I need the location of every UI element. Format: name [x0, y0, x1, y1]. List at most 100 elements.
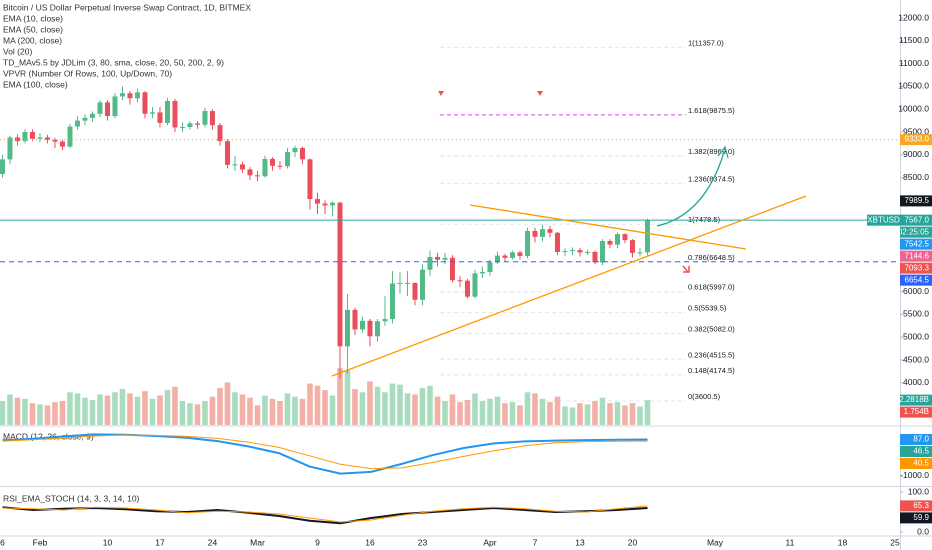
volume-bar: [134, 396, 141, 425]
indicator-label: EMA (50, close): [3, 24, 63, 34]
volume-bar: [209, 396, 216, 425]
volume-bar: [307, 383, 313, 425]
candle-body: [577, 250, 583, 253]
x-tick-label: 11: [786, 537, 795, 547]
countdown: 02:25:05: [898, 227, 930, 236]
fib-label: 1.382(8969.0): [688, 147, 735, 156]
volume-bar: [479, 401, 486, 425]
candle-body: [554, 232, 560, 252]
candle-body: [292, 147, 298, 153]
volume-bar: [539, 398, 546, 425]
volume-bar: [374, 386, 381, 425]
symbol-tag-label: XBTUSD: [867, 215, 900, 224]
y-tick-label: 12000.0: [898, 12, 929, 22]
fib-label: 0.382(5082.0): [688, 324, 735, 333]
price-badge: [900, 195, 932, 207]
x-tick-label: 24: [208, 537, 218, 547]
fib-label: 0(3600.5): [688, 392, 721, 401]
candle-body: [269, 158, 275, 166]
indicator-line: [2, 433, 648, 475]
candle-body: [262, 158, 268, 177]
symbol-tag: [867, 214, 900, 226]
volume-bar: [52, 402, 58, 425]
y-tick-label: 10500.0: [898, 81, 929, 91]
y-tick-label: 11000.0: [899, 58, 929, 68]
candle-body: [59, 141, 65, 147]
candle-body: [82, 117, 88, 121]
x-tick-label: 9: [315, 537, 320, 547]
indicator-label: Vol (20): [3, 46, 32, 56]
volume-bar: [14, 397, 21, 425]
fib-label: 1.618(9875.5): [688, 106, 735, 115]
x-tick-label: Feb: [33, 537, 48, 547]
candle-body: [157, 112, 163, 123]
volume-bar: [637, 406, 643, 425]
candle-body: [97, 102, 103, 114]
volume-bar: [517, 405, 523, 425]
volume-bar: [584, 404, 591, 425]
candle-body: [607, 241, 613, 245]
volume-bar: [329, 395, 336, 425]
indicator-label: EMA (10, close): [3, 13, 63, 23]
price-badge: [900, 445, 932, 457]
volume-bar: [427, 385, 433, 425]
y-tick-label: 6000.0: [903, 286, 929, 296]
volume-bar: [367, 381, 373, 425]
candle-body: [29, 132, 35, 139]
y-tick-label: 5500.0: [903, 309, 929, 319]
volume-bar: [359, 392, 366, 425]
candle-body: [434, 256, 440, 260]
volume-bar: [292, 396, 298, 425]
volume-bar: [449, 394, 456, 425]
candle-body: [209, 111, 215, 126]
candle-body: [52, 139, 58, 142]
volume-bar: [29, 403, 36, 425]
candle-body: [344, 309, 350, 347]
y-tick-label: 9000.0: [903, 149, 929, 159]
trendline: [469, 204, 747, 250]
candle-body: [494, 255, 500, 263]
volume-bar: [89, 399, 96, 425]
price-badge-label: 1.754B: [904, 407, 929, 416]
candle-body: [562, 251, 568, 253]
candle-body: [149, 112, 155, 114]
fib-label: 1(11357.0): [688, 38, 724, 47]
price-badge-label: 9333.0: [905, 135, 930, 144]
volume-bar: [554, 396, 561, 425]
indicator-line: [2, 434, 648, 470]
candle-body: [397, 282, 403, 284]
candle-body: [172, 101, 178, 128]
price-badge-label: 7144.6: [905, 251, 930, 260]
x-tick-label: 7: [533, 537, 538, 547]
volume-bar: [607, 403, 613, 425]
price-badge: [900, 274, 932, 286]
candle-body: [89, 113, 95, 118]
price-badge-label: 46.5: [913, 447, 929, 456]
price-badge-label: 65.3: [913, 501, 929, 510]
candle-body: [637, 252, 643, 254]
price-badge: [900, 250, 932, 262]
volume-bar: [142, 391, 148, 425]
candle-body: [599, 241, 605, 263]
candle-body: [622, 234, 628, 241]
candle-body: [224, 141, 230, 165]
candle-body: [449, 257, 455, 281]
volume-bar: [629, 403, 636, 425]
panel-title: RSI_EMA_STOCH (14, 3, 3, 14, 10): [3, 493, 140, 503]
x-tick-label: 6: [0, 537, 5, 547]
candle-body: [119, 93, 125, 97]
candle-body: [502, 255, 508, 258]
candle-body: [547, 229, 553, 233]
volume-bar: [344, 370, 351, 425]
volume-bar: [112, 392, 118, 425]
fib-label: 1.236(8374.5): [688, 174, 735, 183]
volume-bar: [487, 398, 493, 425]
candle-body: [532, 230, 538, 237]
volume-bar: [592, 401, 598, 425]
candle-body: [404, 282, 410, 284]
y-tick-label: 8500.0: [903, 172, 929, 182]
candle-body: [472, 273, 478, 297]
candle-body: [44, 137, 50, 140]
volume-bar: [44, 405, 51, 425]
